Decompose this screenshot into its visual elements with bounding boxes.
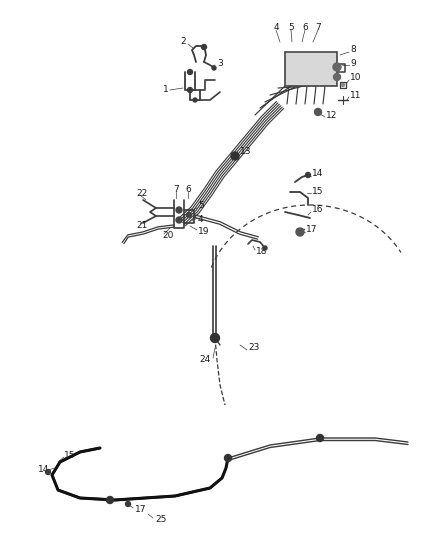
Circle shape: [225, 455, 232, 462]
Circle shape: [211, 334, 219, 343]
Text: 17: 17: [135, 505, 146, 514]
Text: 11: 11: [350, 91, 361, 100]
Text: 12: 12: [326, 110, 337, 119]
Circle shape: [187, 87, 192, 93]
Circle shape: [176, 207, 182, 213]
Text: 1: 1: [163, 85, 169, 94]
Circle shape: [333, 63, 341, 71]
Circle shape: [231, 152, 239, 160]
Circle shape: [187, 69, 192, 75]
Text: 22: 22: [136, 189, 147, 198]
Text: 4: 4: [198, 215, 204, 224]
Text: 7: 7: [315, 23, 321, 33]
Text: 5: 5: [288, 23, 294, 33]
Circle shape: [342, 84, 345, 86]
Circle shape: [305, 173, 311, 177]
Text: 17: 17: [306, 225, 318, 235]
Text: 20: 20: [162, 231, 173, 240]
Text: 10: 10: [350, 74, 361, 83]
Circle shape: [212, 66, 216, 70]
Text: 9: 9: [350, 59, 356, 68]
Circle shape: [201, 44, 206, 50]
Circle shape: [46, 470, 50, 474]
Text: 7: 7: [173, 185, 179, 195]
Text: 25: 25: [155, 515, 166, 524]
Text: 18: 18: [256, 247, 268, 256]
Text: 15: 15: [64, 450, 75, 459]
Text: 6: 6: [185, 185, 191, 195]
Text: 15: 15: [312, 187, 324, 196]
Circle shape: [193, 98, 197, 102]
Text: 13: 13: [240, 148, 251, 157]
Circle shape: [263, 246, 267, 250]
Text: 5: 5: [198, 201, 204, 211]
Text: 14: 14: [38, 465, 49, 474]
Circle shape: [317, 434, 324, 441]
Bar: [285, 52, 337, 86]
Text: 3: 3: [217, 59, 223, 68]
Circle shape: [296, 228, 304, 236]
Text: 21: 21: [136, 222, 147, 230]
Text: 8: 8: [350, 45, 356, 54]
Text: 14: 14: [312, 169, 323, 179]
Circle shape: [187, 213, 191, 217]
Text: 16: 16: [312, 206, 324, 214]
Circle shape: [126, 502, 131, 506]
Text: 2: 2: [180, 37, 186, 46]
Text: 4: 4: [273, 23, 279, 33]
Text: 19: 19: [198, 228, 209, 237]
Text: 24: 24: [199, 356, 211, 365]
Circle shape: [314, 109, 321, 116]
Text: 23: 23: [248, 343, 259, 352]
Circle shape: [333, 74, 340, 80]
Text: 6: 6: [302, 23, 308, 33]
Circle shape: [176, 217, 182, 223]
Circle shape: [106, 497, 113, 504]
